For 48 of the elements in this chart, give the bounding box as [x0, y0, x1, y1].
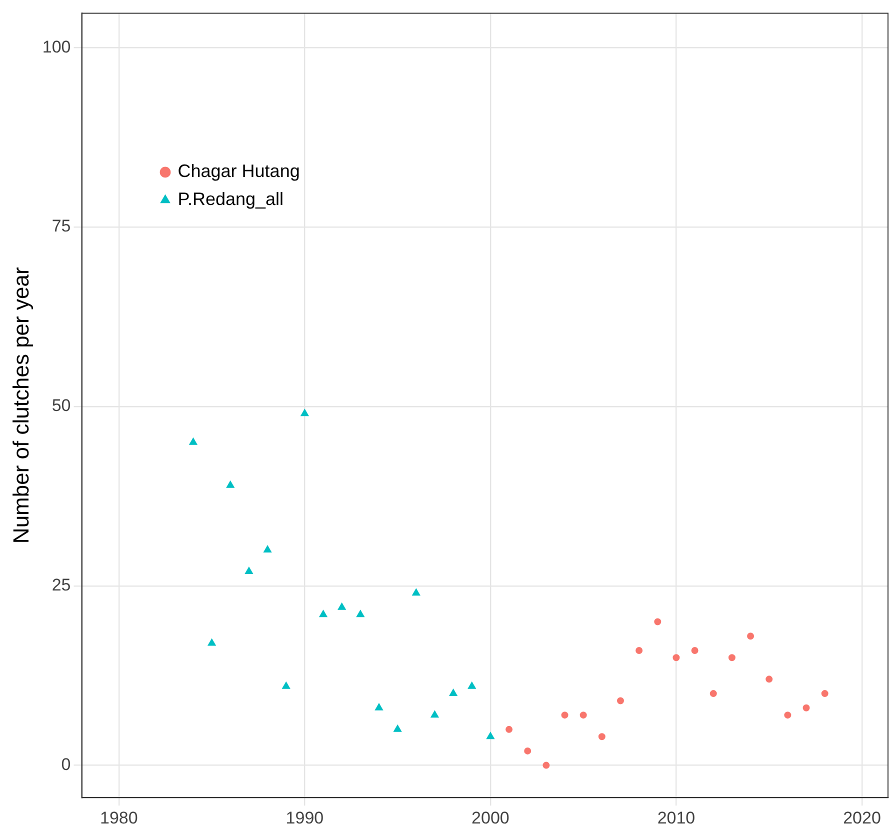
point [821, 690, 828, 698]
x-tick-label: 1980 [100, 808, 138, 828]
point [244, 567, 253, 574]
point [189, 438, 198, 445]
legend-label: P.Redang_all [178, 189, 284, 210]
point [784, 712, 792, 719]
point [580, 712, 587, 719]
point [672, 654, 680, 662]
point [412, 588, 420, 596]
x-tick-label: 2020 [843, 808, 881, 828]
point [691, 646, 698, 654]
point [598, 733, 606, 740]
point [449, 689, 458, 696]
point [356, 610, 364, 618]
point [338, 602, 346, 610]
x-tick-label: 2010 [657, 808, 696, 828]
point [636, 646, 643, 654]
point [319, 610, 328, 618]
y-tick-label: 75 [52, 216, 71, 236]
point [802, 704, 810, 712]
point [468, 682, 476, 689]
point [728, 654, 736, 662]
point [654, 618, 662, 626]
y-axis-title: Number of clutches per year [8, 267, 34, 544]
point [524, 747, 532, 754]
x-tick-label: 2000 [472, 808, 510, 828]
point [766, 676, 773, 683]
y-tick-label: 0 [61, 754, 71, 774]
point [264, 546, 272, 553]
point [282, 682, 290, 689]
point [710, 690, 717, 698]
point [394, 724, 402, 732]
point [208, 638, 216, 646]
point [226, 480, 234, 488]
point [616, 697, 624, 704]
point [561, 712, 568, 719]
point [486, 732, 494, 740]
point [506, 726, 513, 733]
y-tick-label: 50 [52, 396, 71, 416]
y-tick-label: 25 [52, 576, 71, 595]
point [542, 762, 550, 769]
point [747, 632, 754, 640]
x-tick-label: 1990 [286, 808, 324, 828]
point [375, 703, 383, 710]
point [430, 710, 439, 718]
point [300, 409, 309, 416]
y-tick-label: 100 [42, 37, 71, 56]
legend-label: Chagar Hutang [178, 161, 300, 182]
